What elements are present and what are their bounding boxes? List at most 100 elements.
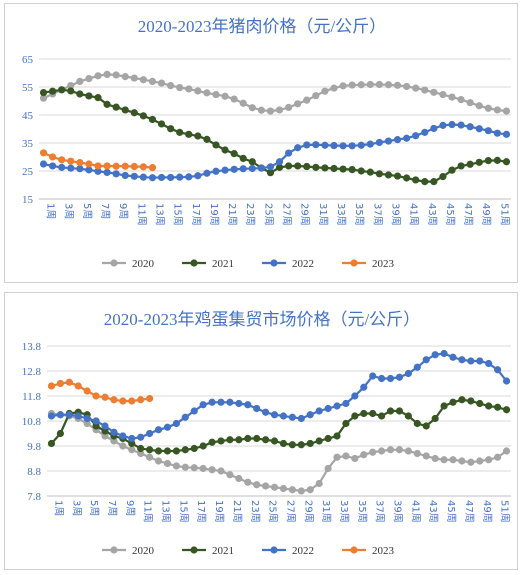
x-tick-label: 13周 xyxy=(160,500,172,523)
data-point-2020 xyxy=(458,457,466,465)
data-point-2020 xyxy=(253,481,261,489)
data-point-2021 xyxy=(294,162,302,170)
data-point-2022 xyxy=(449,353,457,361)
data-point-2021 xyxy=(484,157,492,165)
data-point-2021 xyxy=(439,173,447,181)
data-point-2021 xyxy=(163,447,172,455)
data-point-2022 xyxy=(49,162,57,170)
data-point-2022 xyxy=(163,423,172,431)
data-point-2020 xyxy=(493,106,501,114)
data-point-2022 xyxy=(294,144,302,152)
data-point-2022 xyxy=(139,173,147,181)
data-point-2020 xyxy=(457,96,465,104)
data-point-2021 xyxy=(221,146,229,154)
data-point-2022 xyxy=(285,149,293,157)
data-point-2022 xyxy=(128,434,136,443)
data-point-2022 xyxy=(39,160,48,168)
legend-label-2020: 2020 xyxy=(132,545,155,557)
data-point-2020 xyxy=(139,76,147,84)
data-point-2022 xyxy=(458,356,466,364)
data-point-2020 xyxy=(103,70,111,78)
data-point-2020 xyxy=(288,486,296,494)
data-point-2020 xyxy=(85,75,93,83)
data-point-2020 xyxy=(339,82,347,90)
data-point-2023 xyxy=(103,162,111,170)
x-tick-label: 47周 xyxy=(463,500,475,523)
data-point-2022 xyxy=(253,404,261,413)
data-point-2020 xyxy=(262,482,270,490)
data-point-2020 xyxy=(208,466,216,474)
data-point-2020 xyxy=(342,452,350,460)
data-point-2020 xyxy=(279,484,288,493)
legend-marker-2022 xyxy=(270,546,278,554)
data-point-2021 xyxy=(190,444,198,453)
data-point-2021 xyxy=(413,419,421,428)
data-point-2023 xyxy=(137,396,145,404)
data-point-2020 xyxy=(484,104,492,112)
data-point-2022 xyxy=(467,357,475,365)
x-tick-label: 41周 xyxy=(409,500,421,523)
data-point-2022 xyxy=(384,137,393,145)
data-point-2023 xyxy=(94,162,102,170)
y-tick-label: 10.8 xyxy=(22,416,42,428)
data-point-2021 xyxy=(502,406,511,414)
data-point-2021 xyxy=(194,132,202,140)
data-point-2021 xyxy=(485,402,493,410)
data-point-2021 xyxy=(386,407,395,415)
data-point-2022 xyxy=(148,174,157,182)
data-point-2021 xyxy=(339,165,347,173)
data-point-2022 xyxy=(76,165,84,173)
data-point-2022 xyxy=(112,170,120,178)
x-tick-label: 35周 xyxy=(353,203,365,226)
data-point-2022 xyxy=(412,132,420,140)
data-point-2021 xyxy=(369,409,377,418)
data-point-2020 xyxy=(181,463,189,471)
data-point-2020 xyxy=(112,71,120,79)
data-point-2021 xyxy=(493,156,501,164)
data-point-2022 xyxy=(121,171,129,180)
data-point-2020 xyxy=(203,89,211,97)
x-tick-label: 7周 xyxy=(99,203,111,219)
data-point-2021 xyxy=(360,409,368,418)
data-point-2020 xyxy=(430,88,438,96)
data-point-2020 xyxy=(101,432,109,440)
data-point-2020 xyxy=(39,94,48,102)
series-line-2020 xyxy=(51,412,508,493)
data-point-2021 xyxy=(139,112,147,120)
data-point-2020 xyxy=(386,446,395,454)
data-point-2022 xyxy=(306,411,314,419)
data-point-2021 xyxy=(467,397,475,405)
data-point-2021 xyxy=(148,115,157,124)
data-point-2022 xyxy=(92,417,100,425)
series-line-2023 xyxy=(51,381,150,403)
data-point-2021 xyxy=(502,158,511,166)
data-point-2022 xyxy=(421,128,429,136)
data-point-2021 xyxy=(235,436,243,444)
data-point-2020 xyxy=(449,456,457,464)
y-tick-label: 11.8 xyxy=(22,391,41,403)
legend-marker-2021 xyxy=(190,259,198,267)
data-point-2021 xyxy=(279,439,288,448)
data-point-2021 xyxy=(275,163,284,171)
data-point-2022 xyxy=(339,142,347,150)
data-point-2020 xyxy=(148,77,157,85)
data-point-2022 xyxy=(130,172,138,180)
legend-marker-2021 xyxy=(190,546,198,554)
data-point-2022 xyxy=(403,134,411,142)
data-point-2022 xyxy=(244,401,252,409)
data-point-2021 xyxy=(94,94,102,102)
y-tick-label: 65 xyxy=(22,54,34,66)
x-tick-label: 13周 xyxy=(153,203,165,226)
data-point-2022 xyxy=(502,377,511,385)
data-point-2020 xyxy=(94,72,102,80)
x-tick-label: 43周 xyxy=(427,500,439,523)
data-point-2022 xyxy=(67,164,75,172)
x-tick-label: 51周 xyxy=(499,500,511,523)
data-point-2023 xyxy=(92,392,100,400)
data-point-2021 xyxy=(315,437,323,445)
x-tick-label: 33周 xyxy=(338,500,350,523)
data-point-2021 xyxy=(266,169,275,177)
data-point-2022 xyxy=(475,125,483,133)
data-point-2020 xyxy=(244,478,252,486)
legend-marker-2020 xyxy=(110,259,118,267)
